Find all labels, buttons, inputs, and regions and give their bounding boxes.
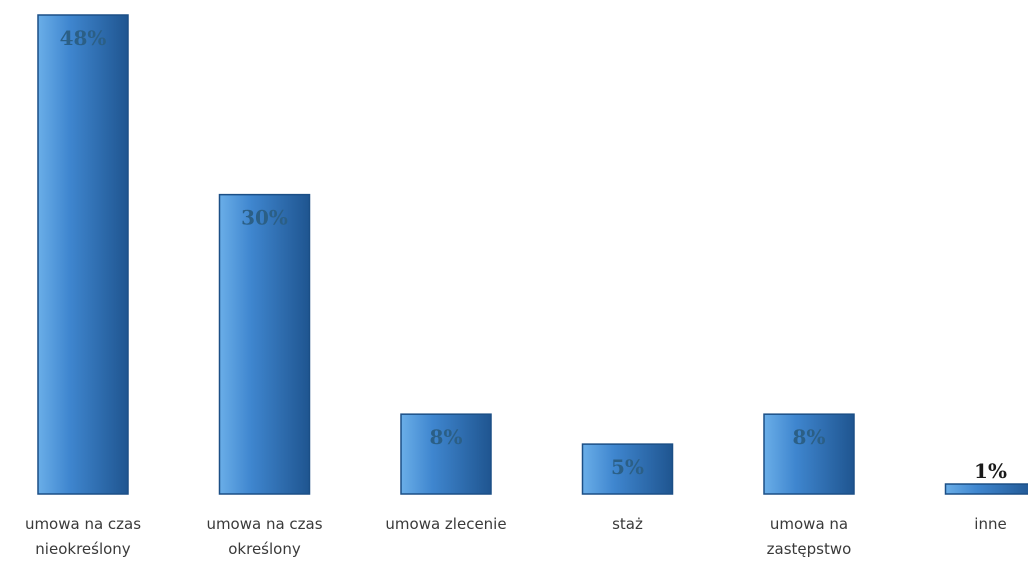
category-label-line: umowa na czas bbox=[206, 515, 322, 533]
category-label-line: zastępstwo bbox=[767, 540, 852, 558]
bar-5 bbox=[944, 483, 1028, 495]
category-label-line: inne bbox=[974, 515, 1006, 533]
bar-0 bbox=[37, 14, 129, 495]
category-label-line: określony bbox=[228, 540, 301, 558]
bar-3 bbox=[581, 443, 674, 495]
category-label-3: staż bbox=[612, 515, 643, 533]
category-label-line: umowa zlecenie bbox=[385, 515, 506, 533]
bar-1 bbox=[218, 193, 311, 495]
category-label-line: staż bbox=[612, 515, 643, 533]
category-label-1: umowa na czas określony bbox=[206, 515, 322, 558]
data-labels-group: 48% 30% 8% 5% 8% 1% bbox=[60, 26, 1007, 483]
category-label-2: umowa zlecenie bbox=[385, 515, 506, 533]
category-label-0: umowa na czas nieokreślony bbox=[25, 515, 141, 558]
bars-group bbox=[37, 14, 1028, 495]
data-label-3: 5% bbox=[611, 455, 644, 479]
category-label-line: nieokreślony bbox=[35, 540, 130, 558]
category-label-5: inne bbox=[974, 515, 1006, 533]
data-label-2: 8% bbox=[430, 425, 463, 449]
bar-2 bbox=[400, 413, 492, 495]
category-labels-group: umowa na czas nieokreślony umowa na czas ok… bbox=[25, 515, 1007, 558]
bar-4 bbox=[763, 413, 855, 495]
data-label-1: 30% bbox=[241, 206, 288, 230]
category-label-line: umowa na czas bbox=[25, 515, 141, 533]
category-label-line: umowa na bbox=[770, 515, 848, 533]
data-label-0: 48% bbox=[60, 26, 107, 50]
data-label-4: 8% bbox=[793, 425, 826, 449]
data-label-5: 1% bbox=[974, 459, 1007, 483]
category-label-4: umowa na zastępstwo bbox=[767, 515, 852, 558]
